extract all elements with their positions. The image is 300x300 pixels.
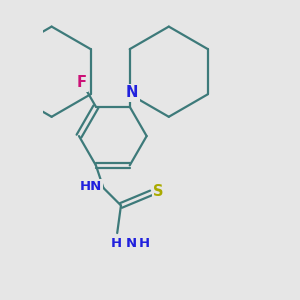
Text: F: F bbox=[77, 75, 87, 90]
Text: S: S bbox=[153, 184, 164, 199]
Text: N: N bbox=[125, 237, 136, 250]
Text: N: N bbox=[126, 85, 138, 100]
Text: H: H bbox=[110, 237, 122, 250]
Text: H: H bbox=[139, 237, 150, 250]
Text: HN: HN bbox=[80, 180, 102, 193]
